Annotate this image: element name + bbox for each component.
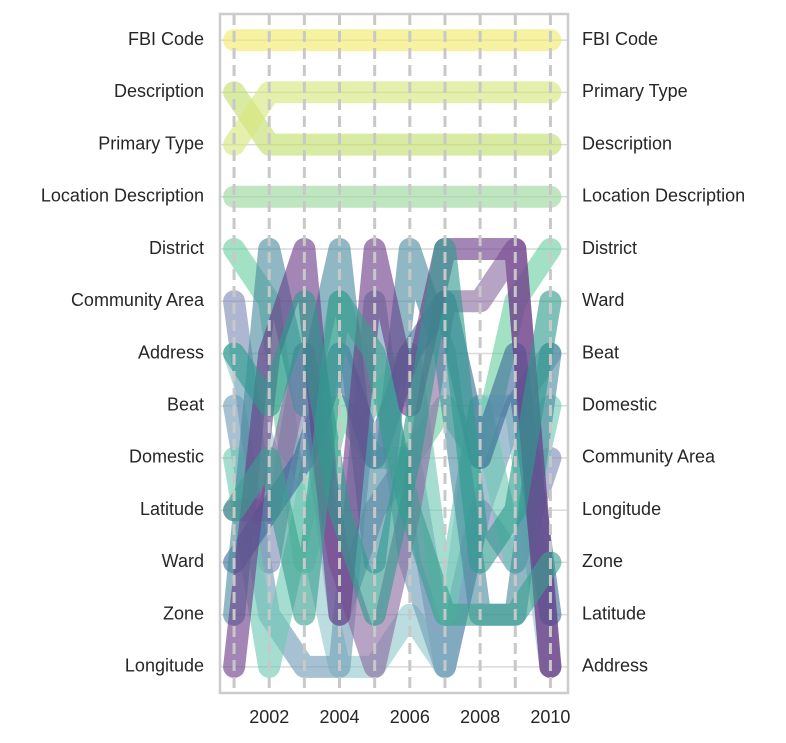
- x-tick-labels: 2002 2004 2006 2008 2010: [249, 707, 570, 727]
- left-label: Description: [114, 81, 204, 101]
- series-line-14: [223, 290, 562, 626]
- series-line-13: [223, 238, 562, 678]
- series-lines: [223, 29, 562, 678]
- left-label: District: [149, 238, 204, 258]
- series-line-15: [223, 238, 562, 626]
- right-label: FBI Code: [582, 29, 658, 49]
- left-label: Latitude: [140, 499, 204, 519]
- right-label: District: [582, 238, 637, 258]
- vertical-dashed-lines: [232, 14, 552, 693]
- right-label: Longitude: [582, 499, 661, 519]
- left-label: Community Area: [71, 290, 205, 310]
- right-rank-labels: FBI Code Primary Type Description Location …: [582, 29, 745, 676]
- left-label: Primary Type: [98, 133, 204, 153]
- x-tick-label: 2004: [319, 707, 359, 727]
- left-label: Address: [138, 342, 204, 362]
- series-line-3: [223, 81, 562, 156]
- right-label: Address: [582, 656, 648, 676]
- left-label: Location Description: [41, 186, 204, 206]
- series-line-10: [223, 238, 562, 678]
- left-label: Longitude: [125, 656, 204, 676]
- right-label: Primary Type: [582, 81, 688, 101]
- plot-frame: [218, 12, 570, 695]
- left-label: Zone: [163, 603, 204, 623]
- x-tick-label: 2002: [249, 707, 289, 727]
- right-label: Zone: [582, 551, 623, 571]
- series-line-2: [223, 81, 562, 156]
- right-label: Description: [582, 133, 672, 153]
- left-label: Beat: [167, 394, 204, 414]
- x-tick-label: 2008: [460, 707, 500, 727]
- left-label: Domestic: [129, 447, 204, 467]
- x-tick-label: 2006: [390, 707, 430, 727]
- right-label: Ward: [582, 290, 624, 310]
- right-label: Latitude: [582, 603, 646, 623]
- x-tick-label: 2010: [530, 707, 570, 727]
- left-label: FBI Code: [128, 29, 204, 49]
- left-rank-labels: FBI Code Description Primary Type Location …: [41, 29, 205, 676]
- right-label: Beat: [582, 342, 619, 362]
- right-label: Community Area: [582, 447, 716, 467]
- right-label: Domestic: [582, 394, 657, 414]
- left-label: Ward: [162, 551, 204, 571]
- right-label: Location Description: [582, 186, 745, 206]
